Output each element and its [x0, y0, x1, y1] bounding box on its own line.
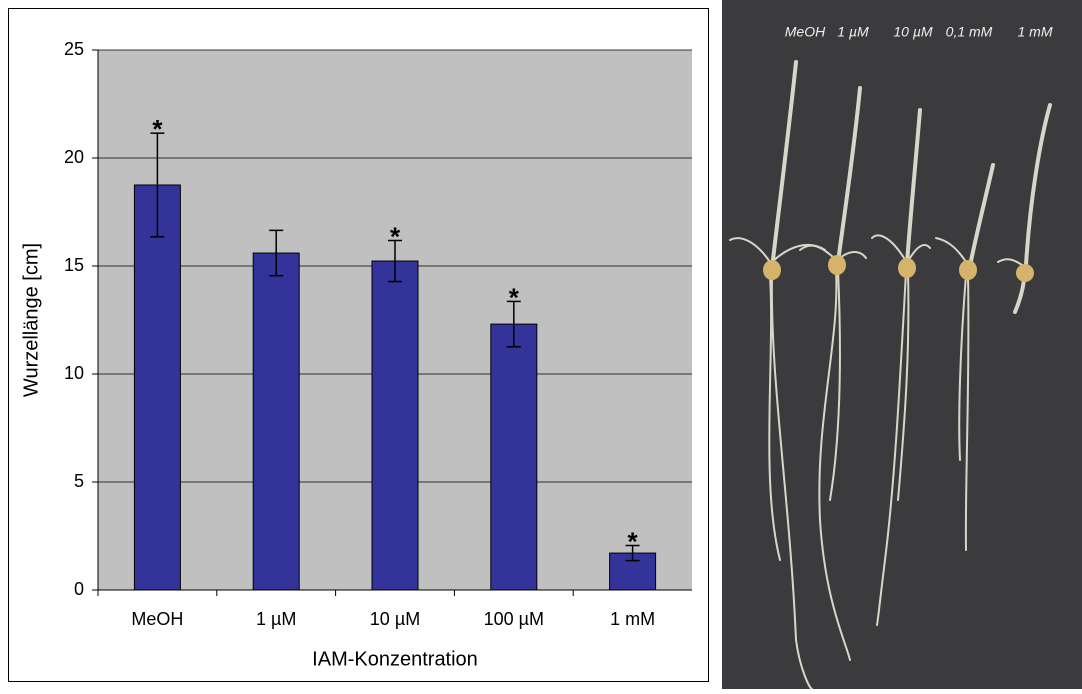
bar [371, 260, 419, 591]
photo-label: 10 µM [893, 24, 933, 40]
y-tick-label: 15 [64, 255, 84, 275]
seeds [763, 255, 1034, 282]
photo: MeOH 1 µM 10 µM 0,1 mM 1 mM [722, 0, 1082, 690]
error-bar [625, 544, 640, 562]
bar [133, 184, 181, 591]
y-tick-label: 25 [64, 39, 84, 59]
x-axis-label: IAM-Konzentration [312, 648, 478, 670]
y-axis-label: Wurzellänge [cm] [20, 243, 42, 397]
x-tick-label: 1 µM [256, 609, 296, 629]
photo-label: MeOH [785, 24, 826, 40]
x-tick-label: 1 mM [610, 609, 655, 629]
bar [609, 552, 657, 591]
y-tick-label: 0 [74, 579, 84, 599]
significance-marker: * [152, 114, 163, 144]
photo-label: 0,1 mM [946, 24, 993, 40]
x-tick-label: 100 µM [484, 609, 544, 629]
x-tick-label: 10 µM [370, 609, 420, 629]
y-tick-label: 10 [64, 363, 84, 383]
y-tick-label: 20 [64, 147, 84, 167]
photo-label: 1 mM [1018, 24, 1053, 40]
error-bar [388, 239, 402, 283]
error-bar [506, 300, 521, 348]
significance-marker: * [390, 221, 401, 251]
photo-label: 1 µM [837, 24, 869, 40]
bar [490, 323, 538, 591]
seedlings [729, 60, 1052, 690]
error-bar [150, 132, 165, 238]
error-bar [269, 229, 284, 277]
significance-marker: * [628, 526, 639, 556]
x-tick-label: MeOH [131, 609, 183, 629]
bar [252, 252, 300, 591]
significance-marker: * [509, 282, 520, 312]
y-tick-label: 5 [74, 471, 84, 491]
